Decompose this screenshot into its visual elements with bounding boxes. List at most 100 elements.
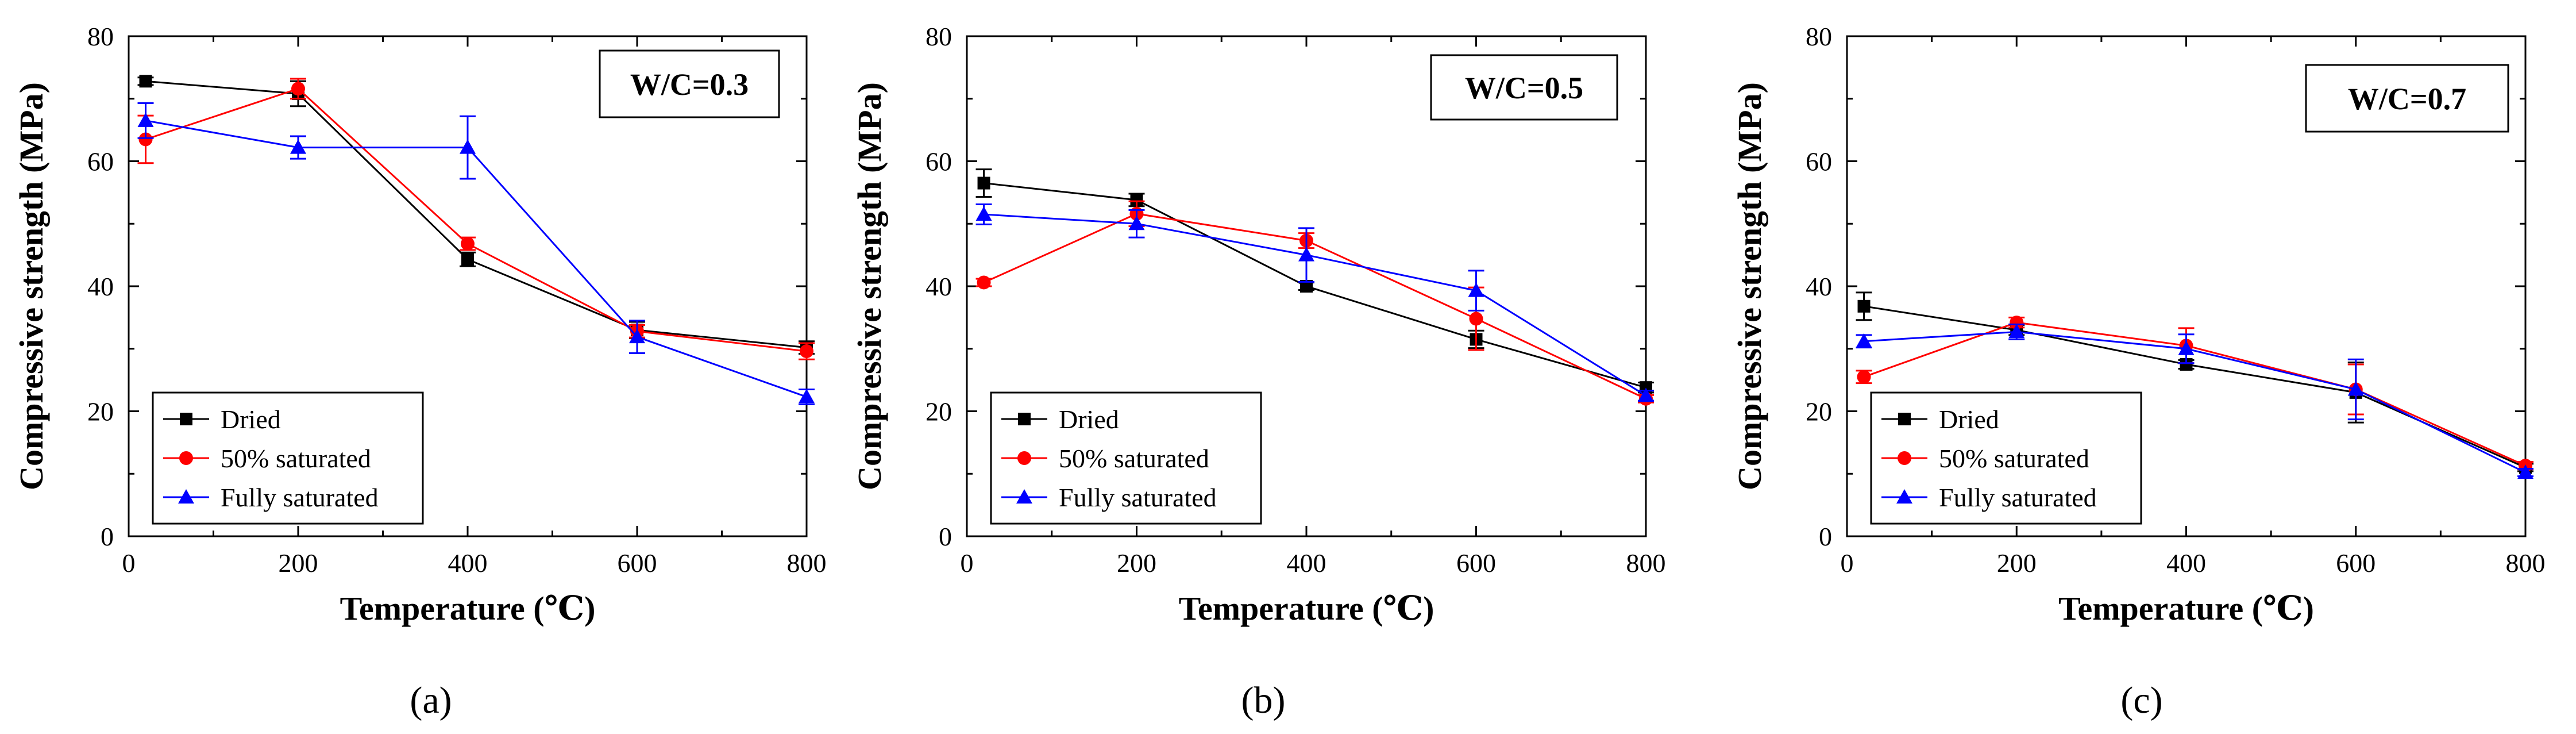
x-tick-label: 200 (1117, 548, 1156, 578)
chart-panel-2: 0 200 400 600 800 0 20 40 60 80 Temperature (℃) Com… (851, 22, 1666, 721)
y-axis-title: Compressive strength (MPa) (851, 82, 888, 490)
legend-label: Dried (1939, 405, 1999, 434)
data-point (1857, 370, 1871, 384)
series-line (145, 80, 807, 349)
x-tick-label: 400 (1287, 548, 1326, 578)
data-point (2008, 324, 2025, 339)
x-axis-title: Temperature (℃) (2058, 590, 2314, 627)
x-tick-label: 600 (1456, 548, 1496, 578)
legend-marker (178, 489, 194, 504)
x-tick-label: 800 (787, 548, 827, 578)
data-point (138, 132, 153, 147)
annotation-box (1430, 54, 1618, 121)
y-tick-label: 40 (87, 272, 114, 301)
data-point (461, 253, 474, 266)
annotation-label: W/C=0.3 (630, 67, 749, 102)
data-point (1300, 280, 1313, 293)
data-point (2347, 381, 2364, 396)
y-tick-label: 60 (87, 147, 114, 176)
legend-marker (1896, 489, 1912, 504)
series-50-saturated (137, 78, 815, 360)
data-point (461, 237, 475, 251)
x-axis-title: Temperature (℃) (340, 590, 596, 627)
data-point (2178, 340, 2195, 355)
series-line (983, 213, 1646, 400)
data-point (139, 75, 152, 88)
legend-label: Dried (221, 405, 281, 434)
y-tick-label: 60 (1806, 147, 1832, 176)
x-tick-label: 800 (1626, 548, 1666, 578)
data-point (799, 389, 815, 403)
data-point (629, 329, 645, 344)
annotation-label: W/C=0.5 (1465, 71, 1583, 105)
panel-caption: (c) (2120, 679, 2162, 721)
legend-label: 50% saturated (221, 444, 371, 473)
x-tick-label: 400 (2166, 548, 2206, 578)
legend-marker (1016, 489, 1032, 504)
x-tick-label: 0 (961, 548, 974, 578)
x-axis-title: Temperature (℃) (1179, 590, 1434, 627)
x-tick-label: 400 (448, 548, 488, 578)
y-tick-label: 40 (925, 272, 952, 301)
annotation-box (2305, 64, 2509, 133)
legend-marker (179, 451, 193, 465)
chart-panel-1: 0 200 400 600 800 0 20 40 60 80 Temperature (℃) Com… (13, 22, 827, 721)
data-point (1638, 387, 1654, 402)
x-tick-label: 0 (1841, 548, 1854, 578)
data-point (800, 344, 813, 359)
legend-marker (1898, 451, 1911, 465)
legend: Dried 50% saturated Fully saturated (1870, 391, 2142, 525)
series-dried (975, 168, 1654, 394)
series-line (145, 120, 807, 398)
legend-marker (1017, 451, 1031, 465)
data-point (291, 82, 305, 96)
chart-panel-3: 0 200 400 600 800 0 20 40 60 80 Temperature (℃) Com… (1731, 22, 2546, 721)
data-point (2180, 358, 2193, 371)
y-axis-title: Compressive strength (MPa) (13, 82, 50, 490)
y-tick-label: 80 (87, 22, 114, 51)
y-tick-label: 0 (101, 522, 114, 551)
y-tick-label: 60 (925, 147, 952, 176)
x-tick-label: 600 (618, 548, 657, 578)
data-point (460, 139, 476, 154)
series-line (984, 182, 1646, 389)
legend: Dried 50% saturated Fully saturated (990, 391, 1262, 525)
data-point (290, 139, 306, 154)
x-tick-label: 200 (279, 548, 318, 578)
legend-label: Fully saturated (221, 483, 379, 512)
y-tick-label: 0 (939, 522, 952, 551)
series-50-saturated (975, 200, 1654, 406)
data-point (1469, 312, 1483, 326)
y-tick-label: 40 (1806, 272, 1832, 301)
data-point (137, 112, 154, 127)
panel-caption: (b) (1241, 679, 1286, 721)
data-point (975, 206, 992, 221)
y-axis-title: Compressive strength (MPa) (1731, 82, 1768, 490)
y-tick-label: 20 (87, 397, 114, 426)
data-point (1857, 299, 1871, 313)
series-fully-saturated (975, 203, 1654, 402)
y-tick-label: 80 (925, 22, 952, 51)
data-point (1128, 216, 1145, 230)
data-point (1856, 333, 1872, 348)
data-point (1298, 247, 1314, 262)
series-line (984, 213, 1646, 397)
series-fully-saturated (1856, 323, 2533, 479)
legend-marker (1898, 413, 1911, 425)
legend-label: 50% saturated (1059, 444, 1209, 473)
annotation-label: W/C=0.7 (2348, 82, 2466, 116)
x-tick-label: 800 (2506, 548, 2546, 578)
legend-marker (1018, 413, 1031, 425)
annotation-box (599, 49, 780, 118)
data-point (1130, 193, 1143, 206)
y-tick-label: 20 (1806, 397, 1832, 426)
y-tick-label: 80 (1806, 22, 1832, 51)
data-point (1468, 282, 1484, 297)
y-tick-label: 0 (1819, 522, 1832, 551)
legend-label: Fully saturated (1059, 483, 1217, 512)
legend: Dried 50% saturated Fully saturated (152, 391, 424, 525)
data-point (977, 176, 990, 190)
y-tick-label: 20 (925, 397, 952, 426)
legend-label: Fully saturated (1939, 483, 2097, 512)
